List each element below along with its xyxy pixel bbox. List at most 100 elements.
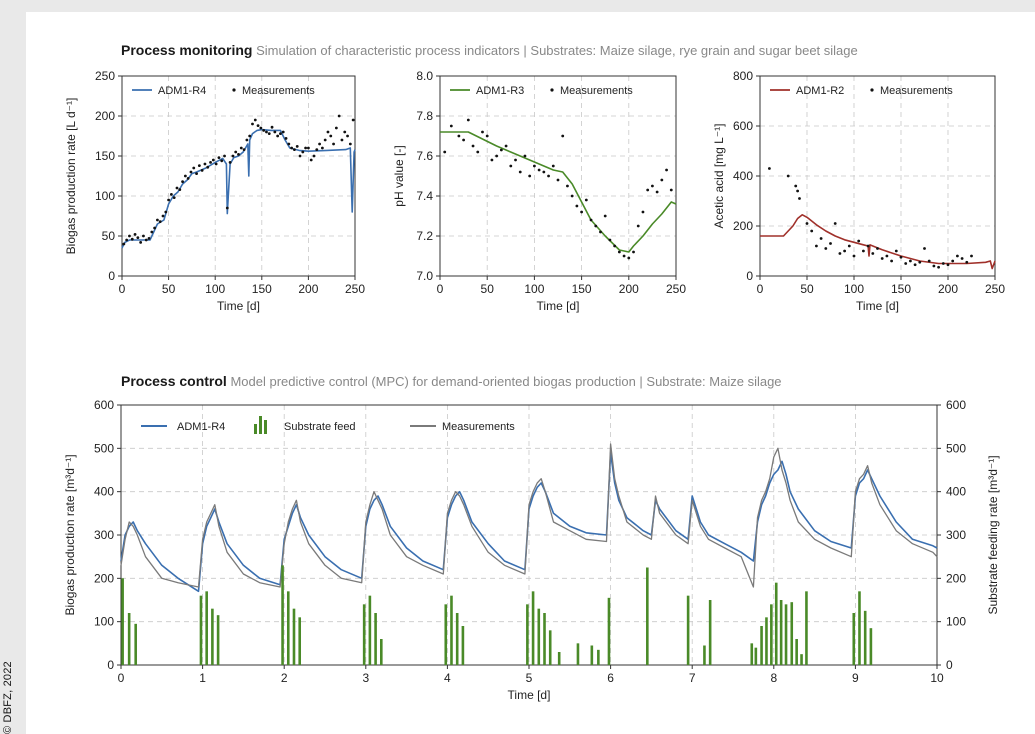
substrate-feed-bar [597,649,600,665]
substrate-feed-bar [774,582,778,665]
measurement-point [528,174,532,178]
substrate-feed-bar [800,654,803,665]
y2-tick-label: 200 [946,571,966,585]
x-tick-label: 200 [298,282,318,296]
measurement-point [768,167,771,170]
substrate-feed-bar [852,613,856,665]
measurement-point [248,134,252,138]
substrate-feed-bar [362,604,366,665]
measurement-point [833,222,837,225]
measurement-point [561,134,565,138]
y-tick-label: 0 [746,269,753,283]
substrate-feed-bar [590,645,594,665]
substrate-feed-bar [869,628,873,665]
substrate-feed-bar [374,613,377,665]
measurement-point [946,263,950,267]
measurement-point [617,250,621,254]
measurement-point [504,144,508,148]
measurement-point [556,178,560,182]
x-tick-label: 200 [619,282,639,296]
measurement-point [234,150,238,154]
measurement-point [270,125,274,129]
chart-3: 0 50 100 150 200 250 0 200 400 600 800 Time [d] Acet… [712,69,1005,313]
measurement-point [318,142,321,146]
measurement-point [251,122,254,126]
measurement-point [866,244,870,248]
measurement-point [183,174,187,178]
measurement-point [857,239,861,243]
measurement-point [885,254,889,258]
measurement-point [293,148,296,152]
measurement-point [309,158,313,162]
measurement-point [471,144,475,148]
x-tick-label: 6 [607,671,614,685]
substrate-feed-bar [281,565,284,665]
measurement-point [641,210,645,214]
measurement-point [231,154,235,158]
y-tick-label: 200 [733,219,753,233]
monitoring-title-rest: Simulation of characteristic process ind… [252,43,858,58]
y-tick-label: 600 [733,119,753,133]
substrate-feed-bar [754,647,758,665]
measurement-point [186,177,190,180]
measurement-point [613,244,617,248]
measurement-point [918,260,922,264]
x-tick-label: 250 [666,282,686,296]
measurement-point [566,184,569,188]
substrate-feed-bar [543,613,546,665]
measurement-point [276,134,280,138]
legend-bar-swatch [254,424,257,434]
measurement-point [122,242,126,246]
y-tick-label: 400 [733,169,753,183]
y-tick-label: 500 [94,441,114,455]
measurement-point [197,164,201,168]
measurement-point [655,190,659,194]
measurement-point [871,252,875,255]
measurement-point [880,257,884,260]
measurement-point [147,237,151,240]
measurement-point [509,164,513,168]
monitoring-title-bold: Process monitoring [121,42,253,58]
measurement-point [932,264,936,268]
measurement-point [125,238,129,242]
measurement-point [956,254,959,258]
plot-frame [439,75,677,277]
y2-tick-label: 100 [946,615,966,629]
x-tick-label: 100 [844,282,864,296]
series-line-adm1-r3 [440,131,677,253]
substrate-feed-bar [703,645,706,665]
plot-frame [120,404,938,666]
measurement-point [646,188,650,192]
x-tick-label: 0 [118,671,125,685]
x-tick-label: 10 [930,671,944,685]
measurement-point [499,148,503,152]
measurement-point [265,130,268,134]
measurement-point [457,134,461,138]
monitoring-title: Process monitoring Simulation of charact… [121,42,858,58]
legend-dot-swatch [870,88,874,92]
measurement-point [547,174,550,178]
measurement-point [608,238,612,242]
measurement-point [660,178,664,182]
measurement-point [890,259,893,263]
measurement-point [209,161,212,164]
measurement-point [923,247,926,250]
measurement-point [805,222,809,225]
measurement-point [580,210,583,214]
y2-tick-label: 0 [946,658,953,672]
x-axis-label: Time [d] [217,299,260,313]
legend-bar-swatch [259,416,262,434]
measurement-point [200,169,204,172]
figure-card: Process monitoring Simulation of charact… [26,12,1035,734]
substrate-feed-bar [531,591,535,665]
measurement-point [346,134,349,138]
legend-bar-swatch [264,420,267,434]
plot-frame [759,75,996,277]
y-tick-label: 800 [733,69,753,83]
series-line-adm1-r4 [120,451,938,593]
measurement-point [320,146,324,150]
y-tick-label: 50 [102,229,116,243]
measurement-point [334,126,338,130]
